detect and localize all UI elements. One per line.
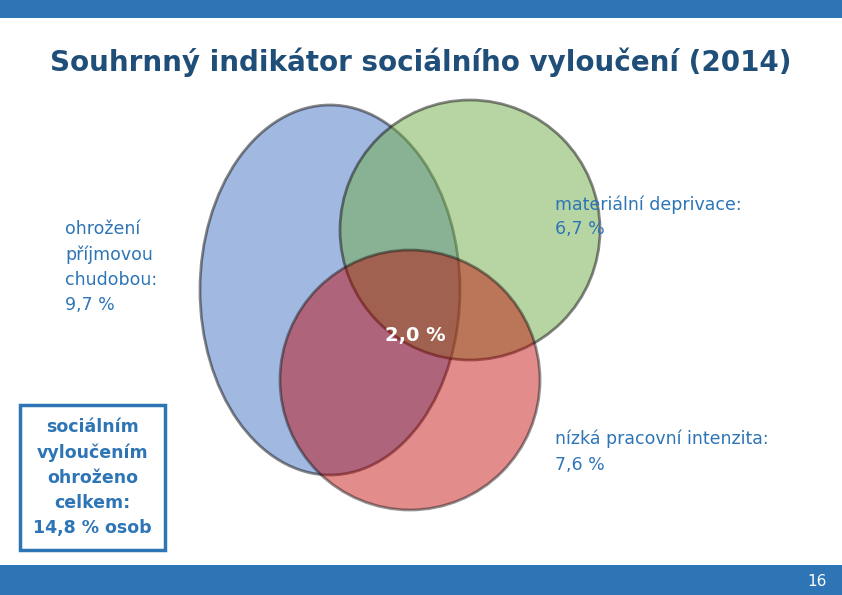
Bar (20, 405, 165, 550)
Text: nízká pracovní intenzita:
7,6 %: nízká pracovní intenzita: 7,6 % (555, 430, 769, 474)
Ellipse shape (280, 250, 540, 510)
Bar (0, 0, 842, 18)
Text: 2,0 %: 2,0 % (385, 325, 445, 345)
Text: Souhrnný indikátor sociálního vyloučení (2014): Souhrnný indikátor sociálního vyloučení … (51, 47, 791, 77)
Bar (0, 565, 842, 595)
Ellipse shape (340, 100, 600, 360)
Text: 16: 16 (807, 575, 827, 590)
Text: ohrožení
příjmovou
chudobou:
9,7 %: ohrožení příjmovou chudobou: 9,7 % (65, 220, 157, 314)
Text: sociálním
vyloučením
ohroženo
celkem:
14,8 % osob: sociálním vyloučením ohroženo celkem: 14… (33, 418, 152, 537)
Ellipse shape (200, 105, 460, 475)
Text: materiální deprivace:
6,7 %: materiální deprivace: 6,7 % (555, 195, 742, 239)
